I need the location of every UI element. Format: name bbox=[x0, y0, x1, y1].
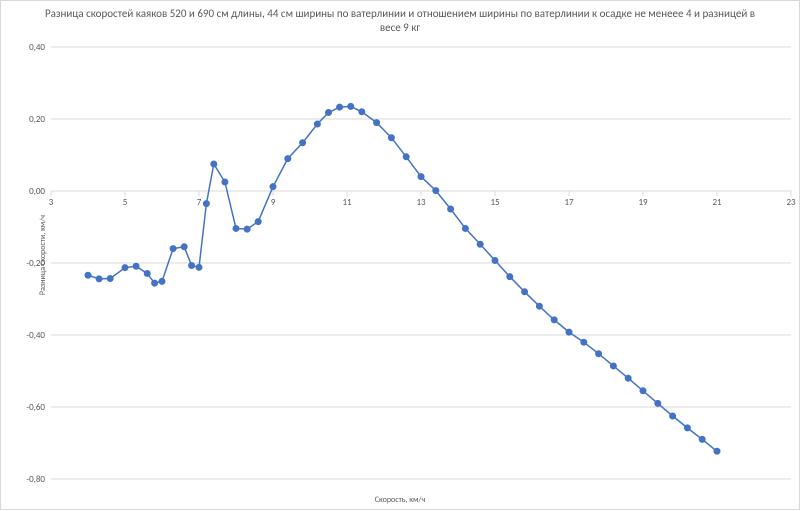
series-point bbox=[581, 339, 587, 345]
series-point bbox=[122, 265, 128, 271]
series-point bbox=[492, 257, 498, 263]
y-tick-label: 0,20 bbox=[29, 114, 45, 125]
series-point bbox=[566, 329, 572, 335]
series-point bbox=[684, 425, 690, 431]
series-point bbox=[300, 140, 306, 146]
series-point bbox=[477, 241, 483, 247]
series-point bbox=[270, 184, 276, 190]
x-tick-label: 17 bbox=[564, 197, 574, 208]
series-point bbox=[285, 156, 291, 162]
series-point bbox=[699, 436, 705, 442]
series-point bbox=[359, 109, 365, 115]
series-line bbox=[88, 106, 717, 451]
series-point bbox=[196, 264, 202, 270]
chart-svg: -0,80 -0,60 -0,40 -0,20 0,00 0,20 0,40 3 5 7 9 11 13… bbox=[1, 1, 800, 511]
y-tick-label: -0,60 bbox=[26, 402, 45, 413]
series-point bbox=[85, 272, 91, 278]
series-point bbox=[255, 219, 261, 225]
y-tick-label: -0,80 bbox=[26, 474, 45, 485]
series-point bbox=[233, 225, 239, 231]
series-point bbox=[222, 179, 228, 185]
series-point bbox=[348, 103, 354, 109]
x-tick-label: 9 bbox=[271, 197, 276, 208]
series-point bbox=[170, 246, 176, 252]
x-tick-label: 5 bbox=[123, 197, 128, 208]
series-point bbox=[670, 413, 676, 419]
series-point bbox=[433, 188, 439, 194]
series-point bbox=[181, 244, 187, 250]
chart-container: Разница скоростей каяков 520 и 690 см дл… bbox=[0, 0, 800, 510]
series-point bbox=[326, 110, 332, 116]
series-point bbox=[96, 276, 102, 282]
series-point bbox=[448, 206, 454, 212]
series-point bbox=[388, 135, 394, 141]
series-point bbox=[462, 225, 468, 231]
series-point bbox=[244, 226, 250, 232]
series-point bbox=[596, 351, 602, 357]
series-point bbox=[640, 388, 646, 394]
x-tick-label: 3 bbox=[49, 197, 54, 208]
y-tick-label: 0,40 bbox=[29, 42, 45, 53]
series-point bbox=[189, 263, 195, 269]
series-point bbox=[418, 174, 424, 180]
x-tick-label: 21 bbox=[712, 197, 722, 208]
y-tick-label: -0,20 bbox=[26, 258, 45, 269]
series-point bbox=[107, 275, 113, 281]
y-tick-label: -0,40 bbox=[26, 330, 45, 341]
series-point bbox=[403, 154, 409, 160]
series-point bbox=[536, 303, 542, 309]
series-point bbox=[655, 400, 661, 406]
x-tick-label: 11 bbox=[342, 197, 352, 208]
series-point bbox=[551, 317, 557, 323]
x-tick-label: 15 bbox=[490, 197, 500, 208]
series-point bbox=[152, 280, 158, 286]
series-point bbox=[522, 289, 528, 295]
series-point bbox=[610, 363, 616, 369]
series-point bbox=[625, 375, 631, 381]
series-point bbox=[337, 104, 343, 110]
series-point bbox=[144, 270, 150, 276]
series-point bbox=[159, 278, 165, 284]
series-point bbox=[714, 448, 720, 454]
x-tick-label: 23 bbox=[786, 197, 796, 208]
series-point bbox=[133, 263, 139, 269]
series-point bbox=[374, 120, 380, 126]
x-tick-label: 7 bbox=[197, 197, 202, 208]
series-point bbox=[314, 121, 320, 127]
series-point bbox=[211, 161, 217, 167]
y-tick-label: 0,00 bbox=[29, 186, 45, 197]
x-tick-label: 19 bbox=[638, 197, 648, 208]
series-point bbox=[203, 201, 209, 207]
series-point bbox=[507, 274, 513, 280]
x-tick-label: 13 bbox=[416, 197, 426, 208]
